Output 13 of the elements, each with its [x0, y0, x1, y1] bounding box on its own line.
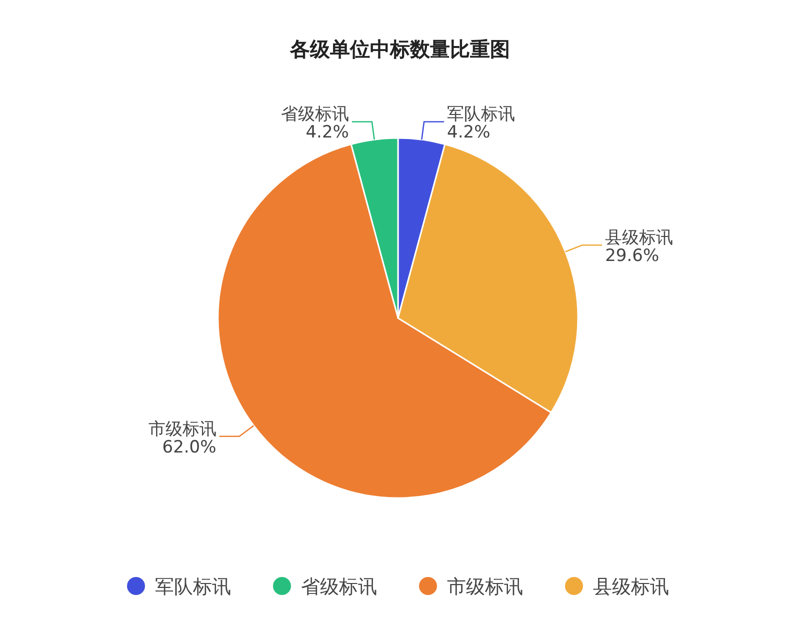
slice-label: 县级标讯 [605, 228, 674, 248]
slice-label: 省级标讯 [280, 104, 349, 125]
data-label: 62.0% [162, 437, 216, 458]
data-label: 29.6% [605, 246, 660, 266]
data-label: 4.2% [306, 122, 349, 143]
legend-label: 县级标讯 [593, 576, 669, 598]
legend-label: 省级标讯 [301, 576, 377, 598]
slice-label: 市级标讯 [148, 419, 216, 440]
data-label: 4.2% [447, 122, 490, 143]
legend-label: 军队标讯 [155, 576, 231, 598]
legend-label: 市级标讯 [447, 576, 523, 598]
slice-label: 军队标讯 [447, 104, 516, 125]
chart-title: 各级单位中标数量比重图 [289, 37, 510, 61]
